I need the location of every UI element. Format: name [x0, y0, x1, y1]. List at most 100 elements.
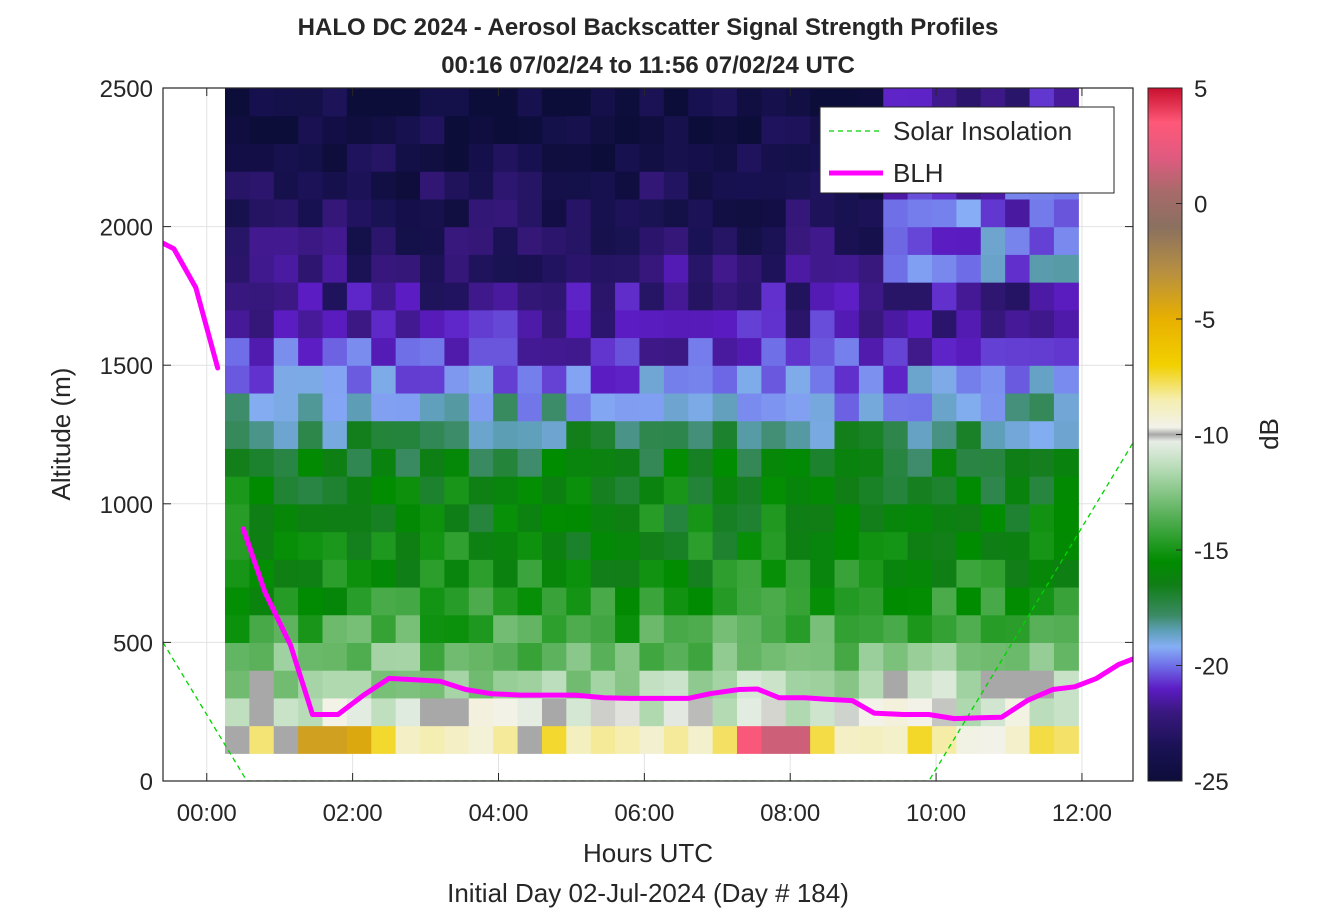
heatmap-cell: [688, 448, 714, 477]
heatmap-cell: [980, 309, 1006, 339]
heatmap-cell: [956, 337, 982, 366]
heatmap-cell: [785, 365, 811, 394]
heatmap-cell: [420, 503, 446, 533]
heatmap-cell: [590, 614, 616, 643]
heatmap-cell: [590, 254, 616, 283]
heatmap-cell: [810, 725, 836, 754]
heatmap-cell: [566, 254, 592, 283]
heatmap-cell: [566, 586, 592, 616]
heatmap-cell: [761, 503, 787, 533]
heatmap-cell: [346, 642, 372, 671]
heatmap-cell: [736, 171, 762, 200]
heatmap-cell: [590, 586, 616, 616]
heatmap-cell: [517, 365, 543, 394]
heatmap-cell: [615, 586, 641, 616]
heatmap-cell: [517, 559, 543, 588]
heatmap-cell: [615, 337, 641, 366]
heatmap-cell: [663, 309, 689, 339]
heatmap-cell: [712, 392, 738, 422]
heatmap-cell: [1005, 614, 1031, 643]
heatmap-cell: [932, 559, 957, 588]
heatmap-cell: [688, 337, 714, 366]
heatmap-cell: [736, 88, 762, 117]
heatmap-cell: [420, 309, 446, 339]
heatmap-cell: [907, 420, 933, 449]
heatmap-cell: [615, 254, 641, 283]
heatmap-cell: [663, 171, 689, 200]
heatmap-cell: [273, 448, 299, 477]
heatmap-cell: [249, 697, 275, 727]
heatmap-cell: [883, 642, 909, 671]
heatmap-cell: [858, 531, 884, 560]
heatmap-cell: [1005, 725, 1031, 754]
heatmap-cell: [493, 448, 519, 477]
heatmap-cell: [444, 531, 470, 560]
heatmap-cell: [298, 614, 324, 643]
heatmap-cell: [322, 392, 348, 422]
heatmap-cell: [322, 115, 348, 145]
heatmap-cell: [566, 503, 592, 533]
heatmap-cell: [322, 448, 348, 477]
heatmap-cell: [420, 226, 446, 255]
heatmap-cell: [663, 725, 689, 754]
heatmap-cell: [493, 365, 519, 394]
heatmap-cell: [444, 115, 470, 145]
heatmap-cell: [858, 586, 884, 616]
heatmap-cell: [298, 254, 324, 283]
heatmap-cell: [663, 420, 689, 449]
heatmap-cell: [688, 503, 714, 533]
heatmap-cell: [883, 392, 909, 422]
heatmap-cell: [590, 309, 616, 339]
heatmap-cell: [298, 448, 324, 477]
heatmap-cell: [224, 420, 250, 449]
heatmap-cell: [298, 171, 324, 200]
heatmap-cell: [273, 503, 299, 533]
heatmap-cell: [663, 642, 689, 671]
heatmap-cell: [371, 226, 397, 255]
heatmap-cell: [371, 171, 397, 200]
heatmap-cell: [736, 531, 762, 560]
heatmap-cell: [834, 198, 860, 228]
heatmap-cell: [736, 420, 762, 449]
heatmap-cell: [395, 476, 421, 505]
heatmap-cell: [663, 198, 689, 228]
heatmap-cell: [1005, 670, 1031, 699]
heatmap-cell: [1029, 420, 1055, 449]
heatmap-cell: [1029, 697, 1055, 727]
heatmap-cell: [883, 226, 909, 255]
heatmap-cell: [810, 365, 836, 394]
colorbar-tick-label: -10: [1194, 423, 1229, 450]
heatmap-cell: [493, 143, 519, 172]
heatmap-cell: [395, 143, 421, 172]
heatmap-cell: [590, 198, 616, 228]
heatmap-cell: [810, 226, 836, 255]
heatmap-cell: [273, 88, 299, 117]
heatmap-cell: [1029, 642, 1055, 671]
heatmap-cell: [371, 392, 397, 422]
heatmap-cell: [371, 88, 397, 117]
heatmap-cell: [224, 226, 250, 255]
heatmap-cell: [1053, 559, 1079, 588]
heatmap-cell: [395, 448, 421, 477]
heatmap-cell: [688, 282, 714, 311]
heatmap-cell: [810, 198, 836, 228]
heatmap-cell: [224, 448, 250, 477]
heatmap-cell: [615, 559, 641, 588]
heatmap-cell: [346, 365, 372, 394]
heatmap-cell: [834, 559, 860, 588]
heatmap-cell: [834, 670, 860, 699]
heatmap-cell: [615, 392, 641, 422]
heatmap-cell: [1029, 337, 1055, 366]
heatmap-cell: [517, 420, 543, 449]
heatmap-cell: [420, 115, 446, 145]
heatmap-cell: [346, 586, 372, 616]
heatmap-cell: [298, 642, 324, 671]
heatmap-cell: [224, 254, 250, 283]
heatmap-cell: [1029, 476, 1055, 505]
heatmap-cell: [834, 586, 860, 616]
heatmap-cell: [468, 420, 494, 449]
heatmap-cell: [346, 448, 372, 477]
heatmap-cell: [395, 282, 421, 311]
heatmap-cell: [834, 309, 860, 339]
